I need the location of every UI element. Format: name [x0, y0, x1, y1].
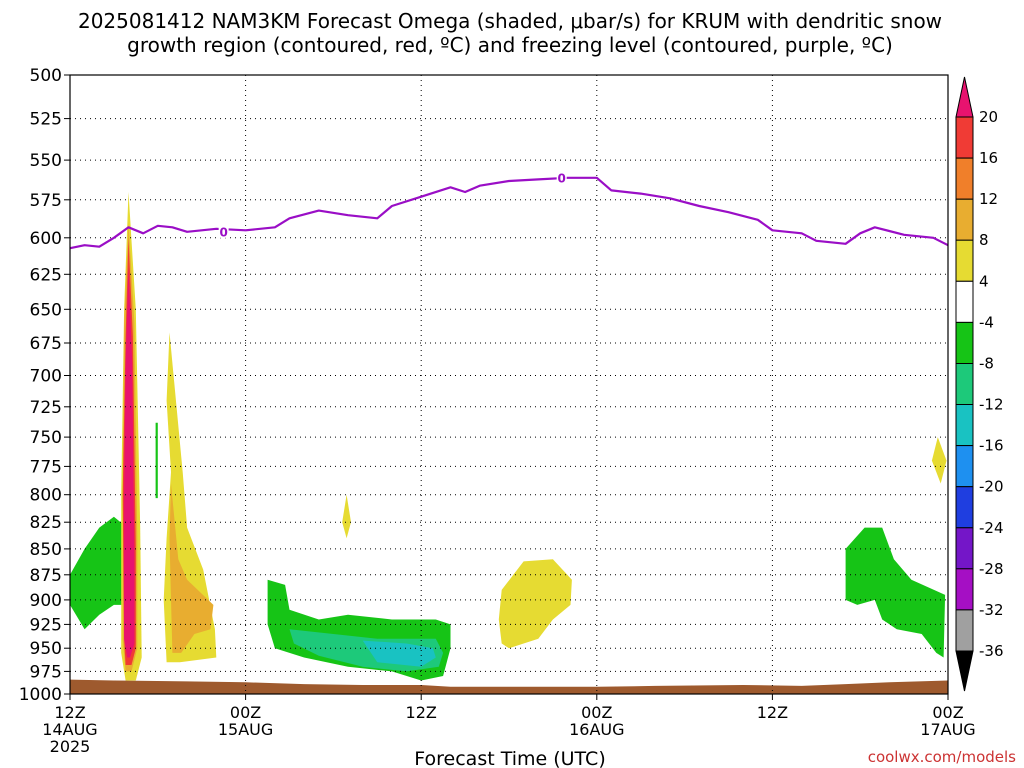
colorbar-segment	[955, 280, 974, 323]
x-tick-label: 16AUG	[569, 720, 624, 739]
colorbar-segment	[955, 116, 974, 159]
colorbar-segment	[955, 527, 974, 570]
colorbar-segment	[955, 404, 974, 447]
x-tick-label: 17AUG	[920, 720, 975, 739]
chart-title-line-2: growth region (contoured, red, ºC) and f…	[127, 33, 893, 57]
colorbar-label: -32	[979, 601, 1004, 619]
freezing-label-bg	[556, 170, 567, 184]
y-tick-label: 850	[30, 540, 62, 560]
y-tick-label: 525	[30, 110, 62, 130]
colorbar-segment	[955, 198, 974, 241]
colorbar-segment	[955, 445, 974, 488]
y-tick-label: 900	[30, 591, 62, 611]
x-tick-label: 12Z	[757, 703, 788, 722]
x-tick-label: 2025	[50, 737, 91, 756]
y-tick-label: 575	[30, 191, 62, 211]
omega-region-green	[845, 527, 946, 658]
colorbar-label: -28	[979, 560, 1004, 578]
colorbar-label: -16	[979, 437, 1004, 455]
omega-region-magenta	[124, 267, 135, 658]
y-tick-label: 950	[30, 639, 62, 659]
freezing-level-layer: 00	[69, 170, 949, 250]
colorbar-label: 20	[979, 108, 998, 126]
plot-frame	[69, 74, 949, 695]
x-tick-label: 15AUG	[218, 720, 273, 739]
omega-region-yellow	[498, 559, 572, 649]
omega-region-orange	[169, 483, 214, 653]
colorbar-label: -4	[979, 313, 994, 331]
y-tick-label: 550	[30, 151, 62, 171]
omega-shading	[70, 192, 947, 681]
credit-text[interactable]: coolwx.com/models	[868, 748, 1016, 766]
freezing-level-label: 0	[219, 225, 227, 239]
omega-region-green	[70, 516, 128, 630]
freezing-level-line	[69, 176, 949, 250]
omega-region-green	[155, 422, 158, 499]
colorbar-label: -20	[979, 478, 1004, 496]
y-tick-label: 650	[30, 300, 62, 320]
colorbar: 20 16 12 8 4 -4 -8 -12 -16 -20 -24 -28 -32 -36	[955, 76, 1004, 692]
grid-lines	[70, 75, 948, 694]
colorbar-segment	[955, 363, 974, 406]
colorbar-label: -36	[979, 642, 1004, 660]
y-tick-label: 975	[30, 662, 62, 682]
colorbar-segment	[955, 321, 974, 364]
colorbar-label: -12	[979, 396, 1004, 414]
omega-region-yellow	[342, 494, 351, 539]
colorbar-label: -8	[979, 355, 994, 373]
colorbar-label: 16	[979, 149, 998, 167]
terrain-layer	[70, 679, 948, 694]
chart-title-line-1: 2025081412 NAM3KM Forecast Omega (shaded…	[78, 9, 942, 33]
colorbar-segment	[955, 568, 974, 611]
y-tick-label: 775	[30, 457, 62, 477]
y-axis-ticks: 500 525 550 575 600 625 650 675 700 725 750 775 800 8…	[19, 66, 70, 705]
x-axis-label: Forecast Time (UTC)	[414, 748, 605, 768]
x-tick-label: 00Z	[932, 703, 963, 722]
y-tick-label: 825	[30, 513, 62, 533]
y-tick-label: 750	[30, 428, 62, 448]
x-tick-label: 14AUG	[42, 720, 97, 739]
y-tick-label: 500	[30, 66, 62, 86]
y-tick-label: 625	[30, 265, 62, 285]
colorbar-bottom-arrow	[955, 650, 974, 692]
colorbar-segment	[955, 609, 974, 652]
colorbar-segment	[955, 486, 974, 529]
y-tick-label: 700	[30, 367, 62, 387]
y-tick-label: 1000	[19, 685, 62, 705]
y-tick-label: 725	[30, 398, 62, 418]
colorbar-segment	[955, 157, 974, 200]
freezing-label-bg	[218, 224, 229, 238]
y-tick-label: 925	[30, 615, 62, 635]
colorbar-label: -24	[979, 519, 1004, 537]
colorbar-top-arrow	[955, 76, 974, 118]
x-tick-label: 12Z	[406, 703, 437, 722]
colorbar-segment	[955, 239, 974, 282]
plot-axes	[69, 74, 949, 695]
freezing-level-label: 0	[558, 171, 566, 185]
x-tick-label: 00Z	[581, 703, 612, 722]
colorbar-label: 8	[979, 231, 989, 249]
y-tick-label: 800	[30, 486, 62, 506]
colorbar-label: 4	[979, 272, 989, 290]
omega-region-yellow	[931, 437, 947, 484]
y-tick-label: 675	[30, 334, 62, 354]
x-tick-label: 00Z	[230, 703, 261, 722]
omega-region-cyan	[362, 640, 436, 667]
x-tick-label: 12Z	[54, 703, 85, 722]
colorbar-label: 12	[979, 190, 998, 208]
terrain-fill	[70, 679, 948, 694]
y-tick-label: 600	[30, 229, 62, 249]
y-tick-label: 875	[30, 566, 62, 586]
